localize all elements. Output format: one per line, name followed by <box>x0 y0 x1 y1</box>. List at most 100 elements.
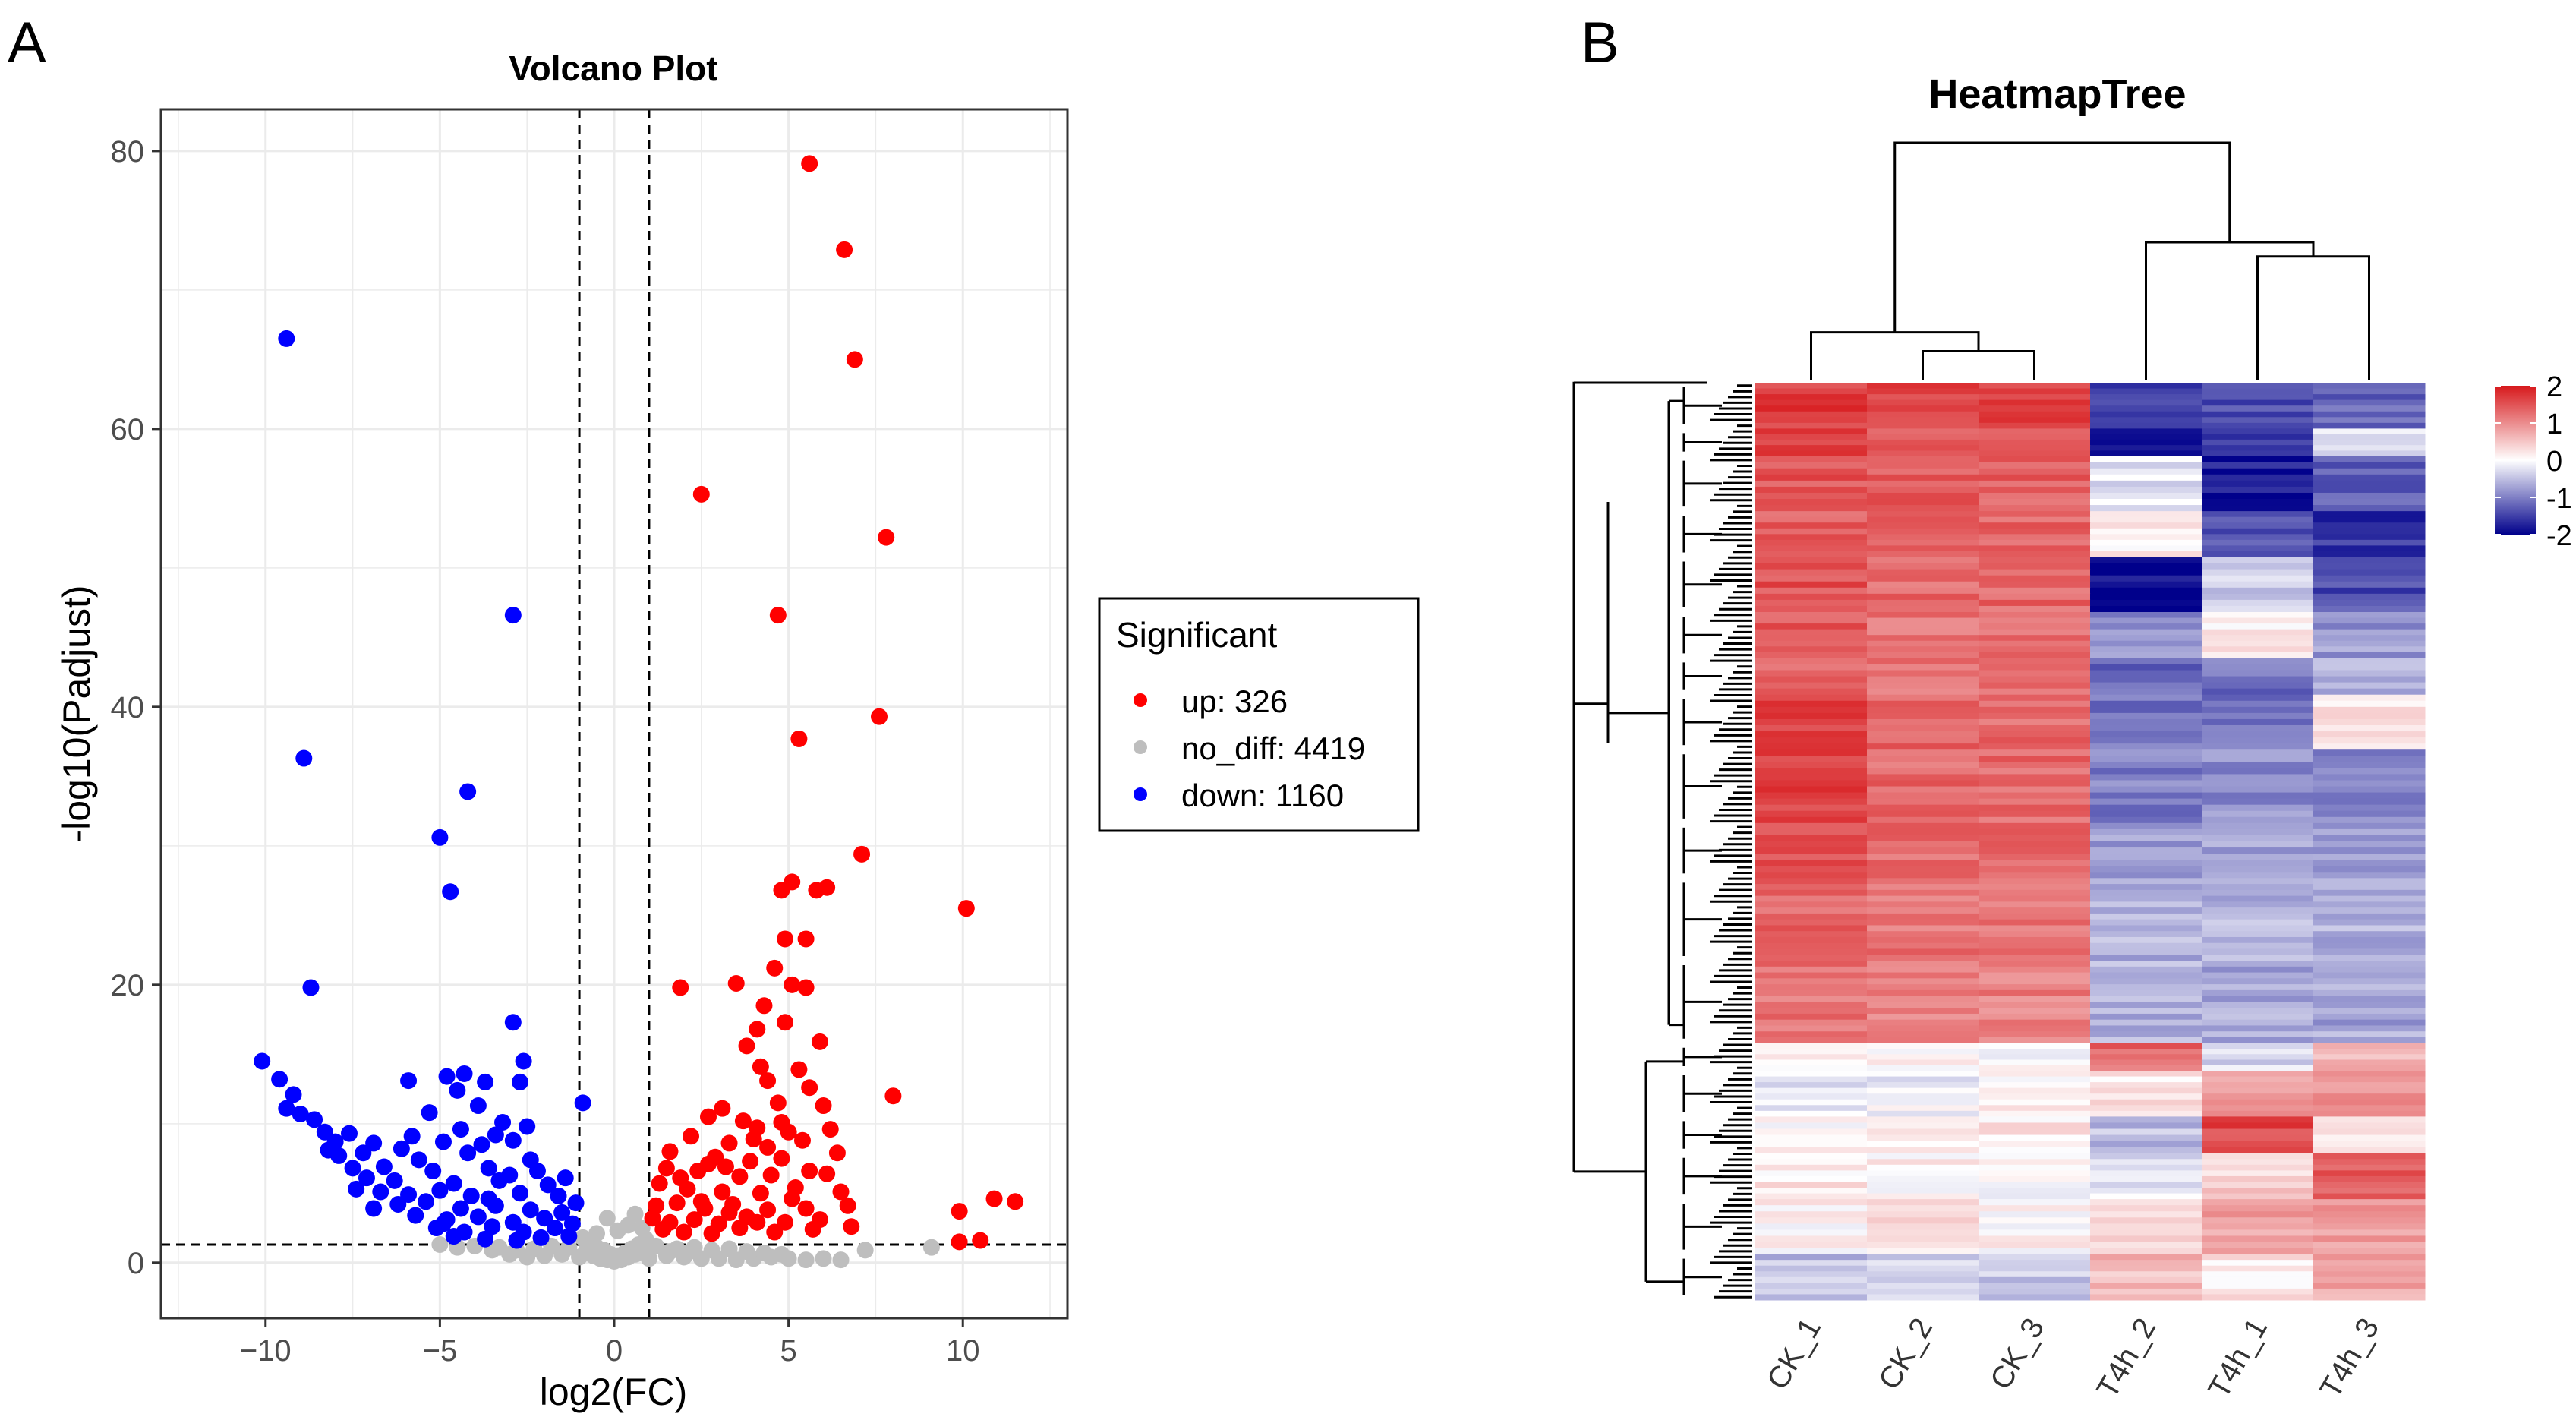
heatmap-cell <box>2090 456 2202 463</box>
point-up <box>839 1197 856 1214</box>
heatmap-cell <box>1867 417 1979 424</box>
heatmap-cell <box>1867 792 1979 800</box>
heatmap-cell <box>2313 575 2426 582</box>
heatmap-cell <box>1867 743 1979 750</box>
heatmap-cell <box>1979 1288 2091 1295</box>
heatmap-cell <box>2313 1254 2426 1261</box>
heatmap-cell <box>2313 907 2426 914</box>
heatmap-cell <box>2202 828 2314 836</box>
point-down <box>295 749 313 767</box>
heatmap-cell <box>1979 394 2091 401</box>
heatmap-cell <box>1979 1229 2091 1236</box>
heatmap-cell <box>2313 737 2426 744</box>
heatmap-cell <box>2202 682 2314 689</box>
heatmap-cell <box>1979 810 2091 818</box>
heatmap-cell <box>2313 468 2426 475</box>
heatmap-cell <box>2202 1116 2314 1123</box>
point-down <box>519 1118 536 1135</box>
heatmap-cell <box>2202 480 2314 488</box>
point-up <box>777 1213 794 1231</box>
heatmap-cell <box>2090 1170 2202 1177</box>
x-tick-label: 10 <box>946 1334 980 1368</box>
heatmap-cell <box>1979 1260 2091 1267</box>
heatmap-cell <box>2202 534 2314 541</box>
point-down <box>501 1166 519 1184</box>
heatmap-cell <box>1867 1283 1979 1289</box>
volcano-legend: Significant up: 326 no_diff: 4419 down: … <box>1098 597 1420 832</box>
heatmap-cell <box>1979 1013 2091 1021</box>
legend-label-down: down: 1160 <box>1181 778 1344 813</box>
heatmap-cell <box>1867 462 1979 469</box>
heatmap-cell <box>2090 1031 2202 1038</box>
heatmap-cell <box>1755 551 1868 558</box>
point-up <box>884 1087 902 1105</box>
heatmap-cell <box>2202 936 2314 944</box>
heatmap-cell <box>1867 901 1979 908</box>
heatmap-cell <box>1867 450 1979 457</box>
heatmap-cell <box>2313 866 2426 873</box>
heatmap-cell <box>1979 1008 2091 1015</box>
heatmap-cell <box>2090 439 2202 446</box>
point-down <box>438 1068 456 1085</box>
heatmap-cell <box>2313 383 2426 390</box>
heatmap-cell <box>2090 792 2202 800</box>
y-tick-label: 20 <box>111 969 145 1002</box>
heatmap-cell <box>2313 1065 2426 1071</box>
color-bar-tick-label: -1 <box>2546 483 2572 515</box>
heatmap-cell <box>2090 623 2202 630</box>
heatmap-cell <box>2313 581 2426 589</box>
heatmap-cell <box>1755 581 1868 589</box>
heatmap-cell <box>1979 1054 2091 1061</box>
heatmap-cell <box>1755 557 1868 564</box>
point-down <box>292 1106 309 1123</box>
heatmap-cell <box>1979 1037 2091 1044</box>
heatmap-cell <box>2090 1288 2202 1295</box>
point-up <box>853 845 871 863</box>
point-up <box>797 1200 815 1217</box>
heatmap-cell <box>1755 718 1868 726</box>
heatmap-cell <box>1867 1175 1979 1182</box>
heatmap-cell <box>2313 872 2426 879</box>
heatmap-cell <box>1979 1019 2091 1026</box>
heatmap-cell <box>2202 563 2314 570</box>
heatmap-cell <box>1979 652 2091 658</box>
point-up <box>703 1225 720 1242</box>
point-up <box>846 351 863 368</box>
heatmap-cell <box>2313 664 2426 671</box>
heatmap-cell <box>2313 1071 2426 1078</box>
heatmap-cell <box>2090 1059 2202 1066</box>
heatmap: HeatmapTree CK_1 CK_2 CK_3 T4h_2 T4h_1 T4h_3 … <box>1572 71 2572 1404</box>
heatmap-cell <box>2090 1054 2202 1061</box>
heatmap-cell <box>2313 528 2426 535</box>
heatmap-cell <box>1755 835 1868 842</box>
heatmap-cell <box>2202 612 2314 619</box>
heatmap-cell <box>1867 1242 1979 1249</box>
heatmap-cell <box>1755 762 1868 768</box>
heatmap-cell <box>1867 652 1979 658</box>
heatmap-cell <box>1755 1235 1868 1242</box>
heatmap-cell <box>1979 1128 2091 1136</box>
heatmap-cell <box>1755 499 1868 506</box>
heatmap-cell <box>1755 774 1868 781</box>
heatmap-cell <box>2313 966 2426 973</box>
heatmap-cell <box>2202 780 2314 787</box>
heatmap-cell <box>2202 1265 2314 1272</box>
point-up <box>749 1213 766 1231</box>
heatmap-cell <box>1755 383 1868 390</box>
heatmap-cell <box>1755 456 1868 463</box>
heatmap-cell <box>2202 1260 2314 1267</box>
heatmap-cell <box>1979 581 2091 589</box>
heatmap-cell <box>2090 1043 2202 1049</box>
heatmap-cell <box>2090 841 2202 848</box>
heatmap-cell <box>1979 1254 2091 1261</box>
heatmap-cell <box>2313 828 2426 836</box>
heatmap-cell <box>2202 966 2314 973</box>
heatmap-cell <box>2313 889 2426 897</box>
heatmap-cell <box>1979 1235 2091 1242</box>
heatmap-cell <box>1979 860 2091 866</box>
heatmap-cell <box>2202 878 2314 885</box>
point-up <box>801 155 818 172</box>
heatmap-cell <box>2090 828 2202 836</box>
point-down <box>271 1071 288 1088</box>
point-down <box>477 1230 494 1248</box>
